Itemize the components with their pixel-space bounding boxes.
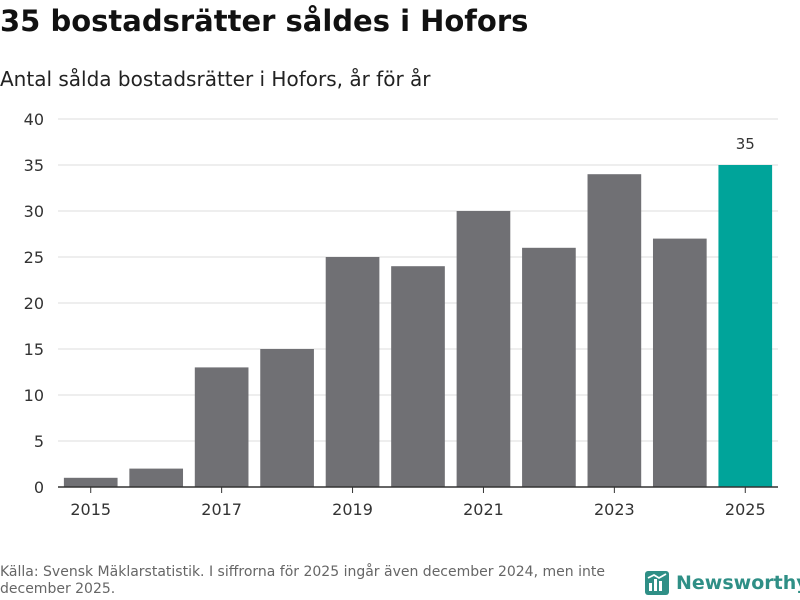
y-tick-label-35: 35 (24, 156, 44, 175)
data-label-2025: 35 (736, 135, 755, 153)
chart-title: 35 bostadsrätter såldes i Hofors (0, 4, 529, 38)
bars (63, 165, 773, 487)
y-tick-label-20: 20 (24, 294, 44, 313)
source-note: Källa: Svensk Mäklarstatistik. I siffror… (0, 564, 605, 597)
bar-2020 (391, 266, 445, 487)
x-axis-ticks: 2015 2017 2019 2021 2023 2025 (70, 487, 766, 519)
x-tick-label-2023: 2023 (594, 500, 635, 519)
x-tick-label-2021: 2021 (463, 500, 504, 519)
bar-2016 (129, 468, 184, 487)
y-tick-label-0: 0 (34, 478, 44, 497)
x-tick-label-2019: 2019 (332, 500, 373, 519)
y-axis-ticks: 0 5 10 15 20 25 30 35 40 (24, 110, 44, 497)
chart-subtitle: Antal sålda bostadsrätter i Hofors, år f… (0, 67, 431, 91)
bar-2015 (63, 477, 118, 487)
y-tick-label-40: 40 (24, 110, 44, 129)
bar-2025 (718, 165, 773, 487)
brand-name: Newsworthy (676, 572, 800, 594)
x-tick-label-2017: 2017 (201, 500, 242, 519)
newsworthy-logo-icon (645, 571, 669, 595)
data-labels: 35 (736, 135, 755, 153)
x-tick-label-2025: 2025 (725, 500, 766, 519)
bar-2017 (194, 367, 249, 487)
y-tick-label-5: 5 (34, 432, 44, 451)
y-tick-label-10: 10 (24, 386, 44, 405)
bar-2023 (587, 174, 642, 487)
x-tick-label-2015: 2015 (70, 500, 111, 519)
bar-2021 (456, 211, 511, 487)
y-tick-label-15: 15 (24, 340, 44, 359)
y-tick-label-30: 30 (24, 202, 44, 221)
bar-2024 (652, 238, 707, 487)
bar-2018 (260, 349, 314, 487)
bar-2022 (522, 247, 576, 487)
y-tick-label-25: 25 (24, 248, 44, 267)
bar-2019 (325, 257, 380, 487)
brand: Newsworthy (644, 568, 800, 598)
